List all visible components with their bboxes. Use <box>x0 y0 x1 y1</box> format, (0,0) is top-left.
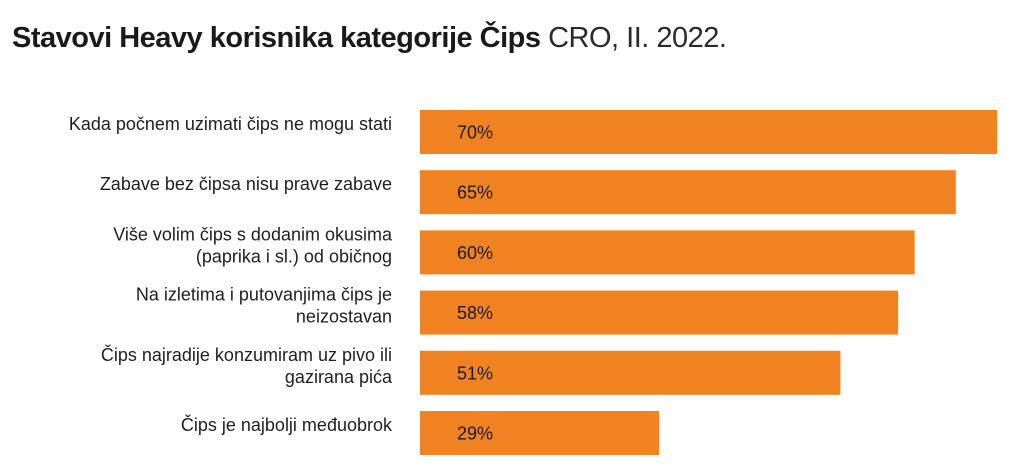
category-label-line: neizostavan <box>296 307 392 327</box>
category-label-4: Na izletima i putovanjima čips je neizost… <box>136 285 392 327</box>
chart-title: Stavovi Heavy korisnika kategorije Čips … <box>12 20 727 56</box>
category-label-line: Više volim čips s dodanim okusima <box>113 224 393 244</box>
chart-title-subtitle: CRO, II. 2022. <box>540 22 727 54</box>
bar-6 <box>420 411 660 455</box>
value-label-2: 65% <box>457 183 493 203</box>
category-label-line: Kada počnem uzimati čips ne mogu stati <box>69 114 392 134</box>
bar-4 <box>420 290 899 335</box>
category-label-line: (paprika i sl.) od običnog <box>196 246 392 266</box>
category-label-line: Čips je najbolji međuobrok <box>181 414 393 435</box>
value-label-6: 29% <box>457 424 493 444</box>
category-label-line: gazirana pića <box>285 367 393 387</box>
category-label-5: Čips najradije konzumiram uz pivo ili gaz… <box>101 344 393 387</box>
value-label-5: 51% <box>457 363 493 383</box>
bar-3 <box>420 230 915 275</box>
category-label-line: Čips najradije konzumiram uz pivo ili <box>101 344 392 365</box>
chart-title-main: Stavovi Heavy korisnika kategorije Čips <box>12 22 541 54</box>
value-label-3: 60% <box>457 243 493 263</box>
category-label-1: Kada počnem uzimati čips ne mogu stati <box>69 114 392 134</box>
category-label-line: Na izletima i putovanjima čips je <box>136 285 392 305</box>
bar-5 <box>420 350 841 395</box>
category-label-6: Čips je najbolji međuobrok <box>181 414 393 435</box>
category-label-3: Više volim čips s dodanim okusima (paprik… <box>113 224 393 266</box>
value-label-1: 70% <box>457 123 493 143</box>
bar-2 <box>420 170 956 215</box>
category-label-2: Zabave bez čipsa nisu prave zabave <box>100 174 392 194</box>
category-label-line: Zabave bez čipsa nisu prave zabave <box>100 174 392 194</box>
bar-1 <box>420 110 997 154</box>
value-label-4: 58% <box>457 303 493 323</box>
